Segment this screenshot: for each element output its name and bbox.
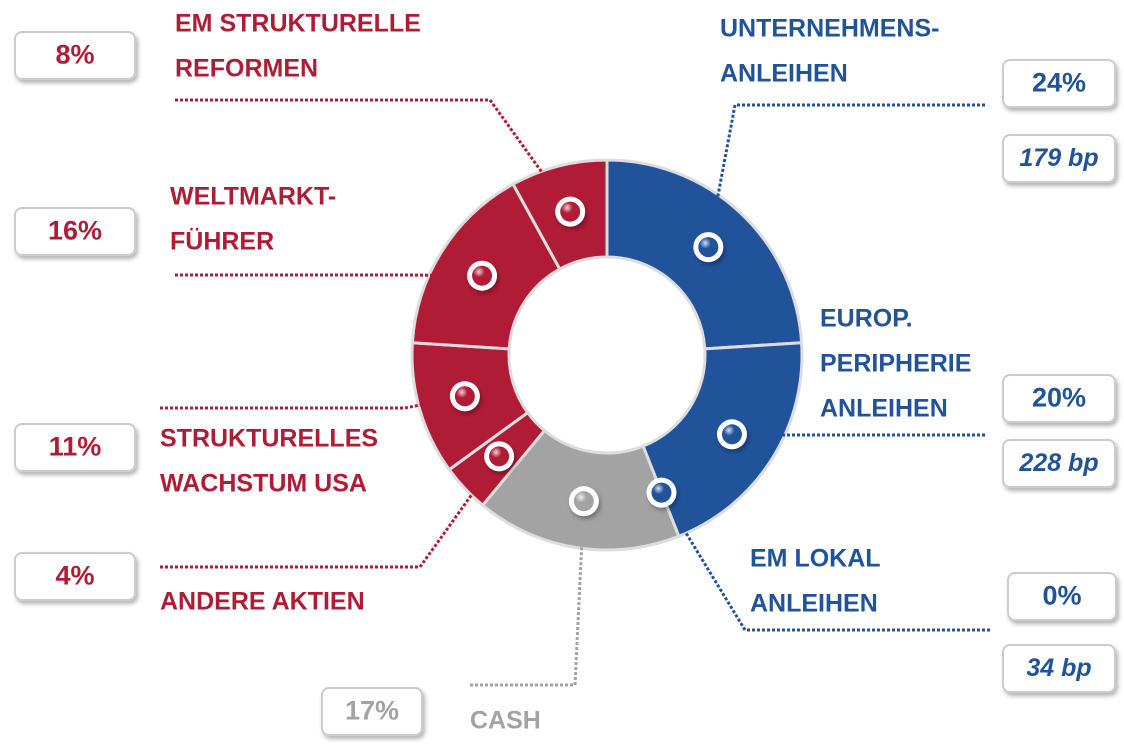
value-label: 4% [55, 561, 94, 591]
connector [660, 491, 990, 632]
value-label: 8% [55, 40, 94, 70]
value-label: 20% [1032, 383, 1086, 413]
value-label: 0% [1042, 581, 1081, 611]
category-label: PERIPHERIE [820, 350, 971, 378]
spread-label: 34 bp [1026, 654, 1091, 682]
connector [470, 501, 586, 687]
marker-dot [472, 265, 493, 286]
connector [160, 455, 501, 569]
connector [175, 273, 483, 278]
value-box [1002, 59, 1116, 108]
value-box [14, 31, 136, 80]
value-box [1007, 572, 1117, 621]
category-label: FÜHRER [170, 227, 274, 256]
category-label: EUROP. [820, 305, 913, 333]
marker-dot [721, 424, 742, 445]
category-label: ANLEIHEN [750, 590, 878, 618]
annotations: UNTERNEHMENS- ANLEIHEN 24% 179 bp EUROP. PERI… [14, 10, 1117, 736]
connector [706, 103, 985, 248]
value-box [14, 423, 136, 472]
spread-box [1002, 439, 1116, 488]
category-label: ANLEIHEN [820, 395, 948, 423]
marker-dot [489, 446, 510, 467]
marker-dot [560, 201, 581, 222]
spread-label: 179 bp [1019, 144, 1098, 172]
marker-dot [454, 386, 475, 407]
spread-box [1002, 644, 1116, 693]
value-box [1002, 374, 1116, 423]
spread-box [1002, 134, 1116, 183]
category-label: STRUKTURELLES [160, 425, 378, 453]
marker-dot [573, 491, 594, 512]
value-box [14, 552, 136, 601]
marker-dot [698, 237, 719, 258]
marker-dot [651, 482, 672, 503]
value-label: 11% [49, 432, 102, 462]
category-label: ANLEIHEN [720, 60, 848, 88]
category-label: ANDERE AKTIEN [160, 588, 365, 616]
category-label: UNTERNEHMENS- [720, 15, 939, 43]
connector [160, 394, 466, 410]
connector [175, 98, 572, 213]
category-label: CASH [470, 707, 541, 735]
donut [410, 158, 804, 552]
value-label: 16% [48, 216, 102, 246]
value-label: 24% [1032, 68, 1086, 98]
category-label: REFORMEN [175, 55, 318, 83]
category-label: EM LOKAL [750, 545, 881, 573]
category-label: WELTMARKT- [170, 183, 336, 211]
category-label: WACHSTUM USA [160, 470, 367, 498]
value-box [321, 687, 423, 736]
spread-label: 228 bp [1018, 449, 1098, 477]
value-box [14, 207, 136, 256]
value-label: 17% [345, 696, 399, 726]
connector [731, 432, 985, 437]
category-label: EM STRUKTURELLE [175, 10, 421, 38]
